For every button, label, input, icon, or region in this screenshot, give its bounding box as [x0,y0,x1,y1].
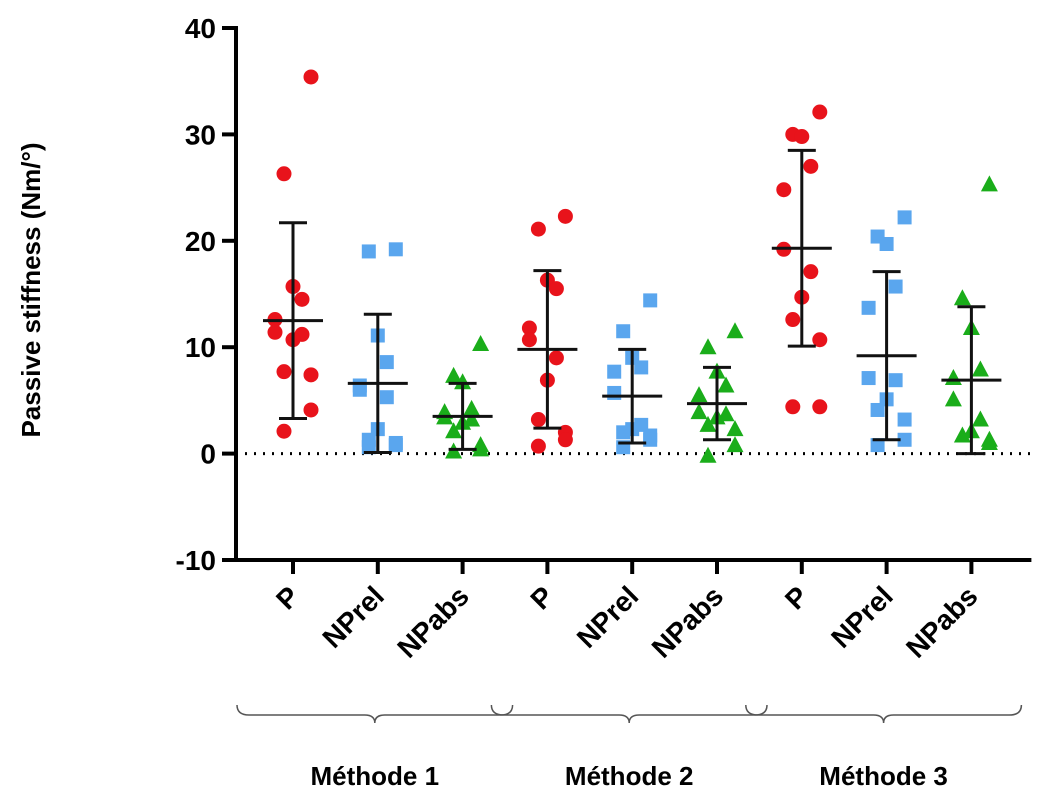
point [726,436,744,453]
group-brace [236,704,514,724]
point [379,390,394,405]
group-label: Méthode 1 [311,761,440,791]
y-axis-label: Passive stiffness (Nm/°) [16,142,46,437]
point [944,390,962,407]
y-tick-label: 40 [185,13,216,44]
point [521,332,537,348]
point [812,104,828,120]
point [690,386,708,403]
point [463,399,481,416]
x-tick-label: P [525,580,560,615]
group-brace [745,704,1023,724]
point [521,320,537,336]
point [276,166,292,182]
point [980,433,998,450]
point [472,335,490,352]
point [303,69,319,85]
point [971,410,989,427]
point [643,432,658,447]
point [726,420,744,437]
point [785,399,801,415]
point [303,402,319,418]
point [699,446,717,463]
point [776,182,792,198]
point [294,291,310,307]
point [548,350,564,366]
point [699,338,717,355]
point [953,289,971,306]
point [463,410,481,427]
x-tick-label: NPrel [571,580,645,654]
x-tick-label: NPrel [316,580,390,654]
point [953,426,971,443]
point [530,412,546,428]
x-tick-label: P [270,580,305,615]
y-tick-label: -10 [176,545,216,576]
point [690,403,708,420]
point [794,129,810,145]
point [379,355,394,370]
point [717,376,735,393]
point [472,440,490,457]
point [276,423,292,439]
point [634,360,649,375]
point [803,158,819,174]
point [557,432,573,448]
point [352,382,367,397]
x-tick-label: NPrel [825,580,899,654]
y-tick-label: 10 [185,332,216,363]
point [616,425,631,440]
point [361,440,376,455]
y-tick-label: 30 [185,119,216,150]
point [879,236,894,251]
point [530,221,546,237]
group-brace [490,704,768,724]
point [276,364,292,380]
point [303,367,319,383]
group-label: Méthode 2 [565,761,694,791]
point [267,324,283,340]
point [785,312,801,328]
point [812,332,828,348]
point [388,242,403,257]
point [803,264,819,280]
point [616,324,631,339]
x-tick-label: NPabs [900,580,984,664]
point [944,369,962,386]
point [870,402,885,417]
point [888,279,903,294]
point [717,405,735,422]
point [361,244,376,259]
point [897,412,912,427]
x-tick-label: P [779,580,814,615]
y-tick-label: 0 [200,439,216,470]
point [699,415,717,432]
point [445,422,463,439]
point [861,300,876,315]
point [388,438,403,453]
point [548,281,564,297]
point [897,432,912,447]
y-tick-label: 20 [185,226,216,257]
point [607,364,622,379]
point [607,385,622,400]
point [530,438,546,454]
point [888,373,903,388]
point [445,366,463,383]
point [643,293,658,308]
group-label: Méthode 3 [819,761,948,791]
point [971,360,989,377]
x-tick-label: NPabs [646,580,730,664]
point [897,210,912,225]
point [454,373,472,390]
point [812,399,828,415]
point [557,208,573,224]
point [726,322,744,339]
point [861,371,876,386]
point [980,175,998,192]
x-tick-label: NPabs [391,580,475,664]
point [870,438,885,453]
